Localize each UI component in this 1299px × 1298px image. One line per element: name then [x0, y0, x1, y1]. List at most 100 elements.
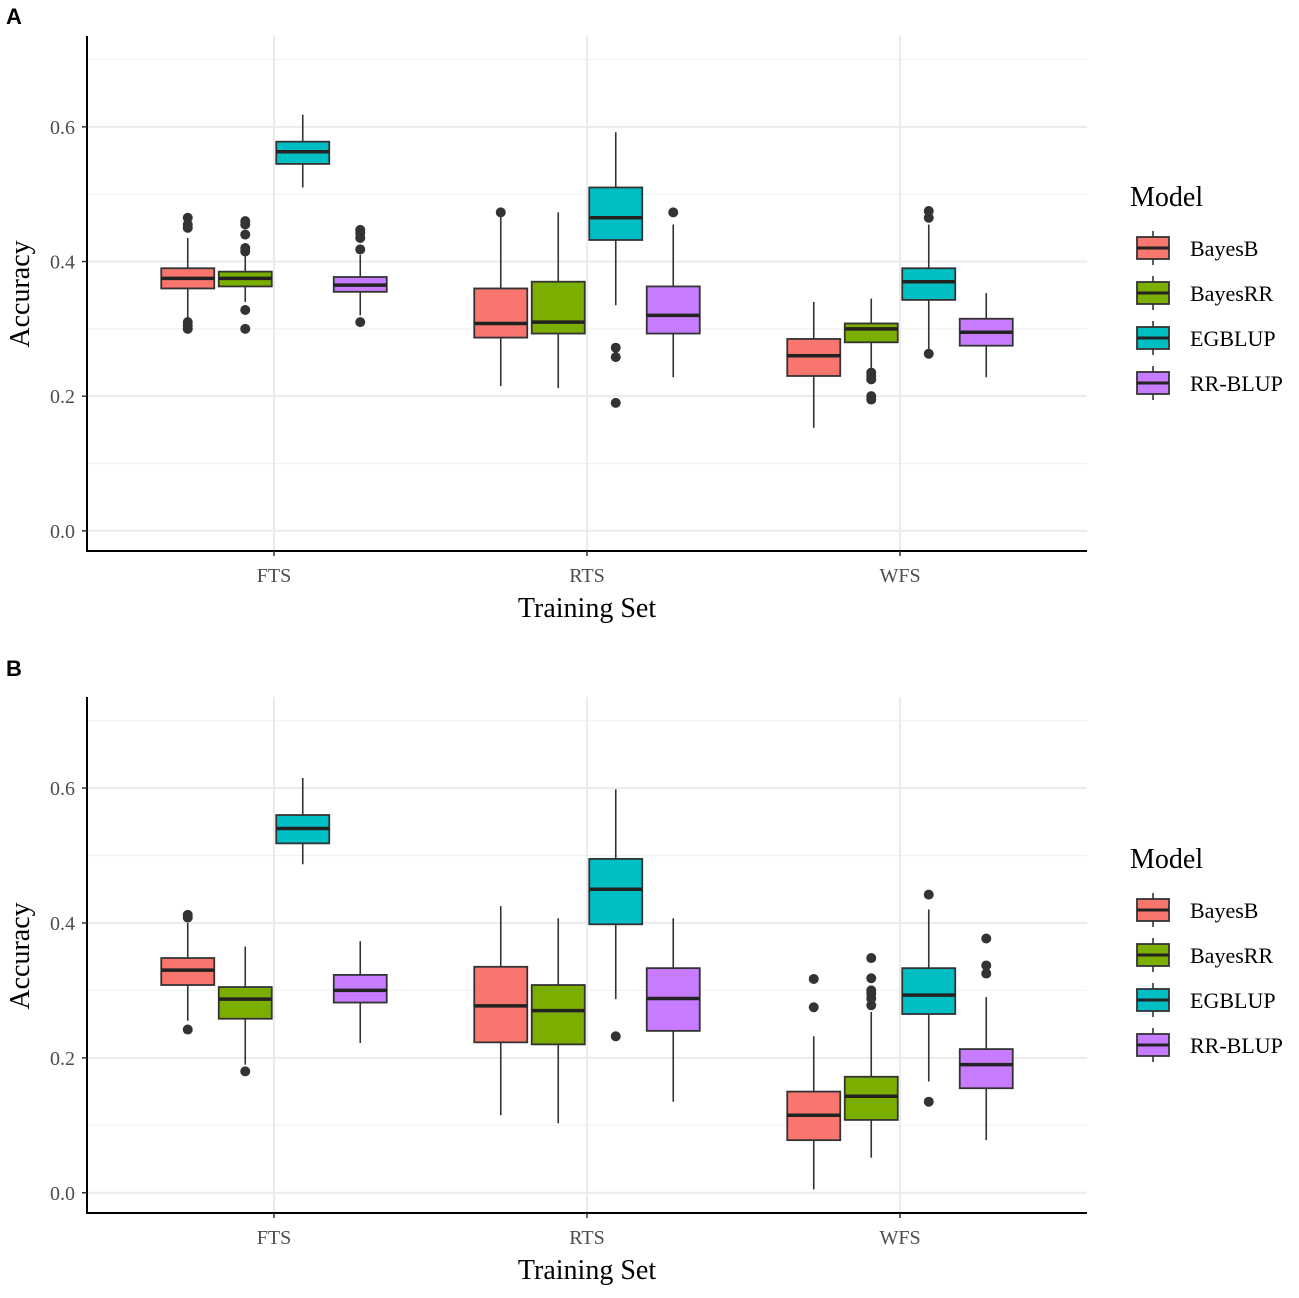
panel-b-grid: [87, 697, 1087, 1213]
outlier-point: [866, 367, 877, 378]
legend-label: BayesRR: [1190, 281, 1273, 306]
panel-b-y-tick-label: 0.2: [50, 1048, 75, 1070]
panel-b-ticks: 0.0 0.2 0.4 0.6 FTS RTS WFS: [50, 778, 921, 1249]
outlier-point: [923, 889, 934, 900]
panel-b-y-tick-label: 0.0: [50, 1183, 75, 1205]
box-iqr: [901, 967, 957, 1015]
panel-b-y-tick-label: 0.6: [50, 778, 75, 800]
panel-b-x-tick-label-rts: RTS: [569, 1227, 604, 1249]
outlier-point: [923, 1096, 934, 1107]
panel-b-legend-title: Model: [1130, 844, 1203, 875]
outlier-point: [182, 909, 193, 920]
outlier-point: [240, 323, 251, 334]
panel-a-ticks: 0.0 0.2 0.4 0.6 FTS RTS WFS: [50, 117, 921, 587]
box-iqr: [958, 1048, 1014, 1090]
panel-b-box-egblup-wfs: [901, 889, 957, 1107]
box-iqr: [588, 857, 644, 926]
outlier-point: [808, 1002, 819, 1013]
outlier-point: [808, 973, 819, 984]
panel-a-legend-item-egblup: EGBLUP: [1136, 321, 1276, 355]
legend-label: EGBLUP: [1190, 326, 1276, 351]
panel-a-x-tick-label-rts: RTS: [569, 565, 604, 587]
panel-a-box-rr-blup-rts: [645, 207, 701, 378]
outlier-point: [981, 968, 992, 979]
panel-a-box-egblup-rts: [588, 132, 644, 408]
panel-b-x-tick-label-wfs: WFS: [879, 1227, 920, 1249]
panel-a-y-axis-title: Accuracy: [5, 240, 36, 347]
panel-b-letter: B: [6, 656, 22, 681]
panel-a: A 0.0 0.2 0.4 0.6 FTS RTS WFS Training Set Acc…: [5, 4, 1283, 624]
outlier-point: [495, 207, 506, 218]
outlier-point: [866, 391, 877, 402]
box-iqr: [843, 322, 899, 344]
panel-b-legend-item-rr-blup: RR-BLUP: [1136, 1028, 1283, 1062]
panel-a-y-tick-label: 0.0: [50, 521, 75, 543]
panel-a-x-tick-label-fts: FTS: [257, 565, 291, 587]
outlier-point: [240, 304, 251, 315]
outlier-point: [866, 953, 877, 964]
panel-b-box-bayesb-fts: [160, 909, 216, 1035]
panel-b-box-bayesb-rts: [473, 906, 529, 1116]
outlier-point: [355, 224, 366, 235]
outlier-point: [240, 243, 251, 254]
panel-b-x-tick-label-fts: FTS: [257, 1227, 291, 1249]
box-iqr: [217, 986, 273, 1020]
panel-a-y-tick-label: 0.6: [50, 117, 75, 139]
panel-b-box-egblup-fts: [275, 777, 331, 865]
panel-a-box-egblup-wfs: [901, 206, 957, 359]
panel-b-box-bayesb-wfs: [786, 973, 842, 1190]
panel-a-box-egblup-fts: [275, 114, 331, 188]
panel-a-legend-item-rr-blup: RR-BLUP: [1136, 366, 1283, 400]
panel-a-legend: Model BayesB BayesRR EGBLUP RR-BLUP: [1130, 182, 1283, 400]
panel-b-boxes: [160, 777, 1014, 1190]
outlier-point: [182, 1024, 193, 1035]
box-iqr: [530, 984, 586, 1046]
panel-a-box-bayesb-fts: [160, 212, 216, 334]
outlier-point: [182, 212, 193, 223]
outlier-point: [240, 216, 251, 227]
panel-a-x-axis-title: Training Set: [518, 593, 656, 624]
legend-label: BayesRR: [1190, 943, 1273, 968]
outlier-point: [610, 342, 621, 353]
panel-b-x-axis-title: Training Set: [518, 1255, 656, 1286]
legend-label: EGBLUP: [1190, 988, 1276, 1013]
outlier-point: [668, 207, 679, 218]
panel-b-y-axis-title: Accuracy: [5, 902, 36, 1009]
outlier-point: [981, 933, 992, 944]
panel-b-box-bayesrr-wfs: [843, 953, 899, 1158]
panel-b-legend: Model BayesB BayesRR EGBLUP RR-BLUP: [1130, 844, 1283, 1062]
outlier-point: [182, 317, 193, 328]
panel-a-box-bayesb-wfs: [786, 301, 842, 428]
panel-a-legend-item-bayesb: BayesB: [1136, 231, 1258, 265]
outlier-point: [240, 1066, 251, 1077]
panel-b-box-egblup-rts: [588, 789, 644, 1042]
panel-b-box-rr-blup-rts: [645, 918, 701, 1102]
panel-a-box-rr-blup-fts: [332, 224, 388, 328]
legend-label: BayesB: [1190, 236, 1258, 261]
panel-a-box-bayesrr-fts: [217, 216, 273, 334]
panel-b-y-tick-label: 0.4: [50, 913, 75, 935]
outlier-point: [355, 317, 366, 328]
outlier-point: [923, 348, 934, 359]
outlier-point: [981, 960, 992, 971]
panel-a-letter: A: [6, 4, 22, 29]
outlier-point: [240, 229, 251, 240]
panel-b-legend-item-egblup: EGBLUP: [1136, 983, 1276, 1017]
outlier-point: [923, 206, 934, 217]
panel-b: B 0.0 0.2 0.4 0.6 FTS RTS WFS Training Set Acc…: [5, 656, 1283, 1286]
outlier-point: [610, 397, 621, 408]
panel-b-box-rr-blup-fts: [332, 941, 388, 1044]
outlier-point: [866, 973, 877, 984]
legend-label: RR-BLUP: [1190, 371, 1283, 396]
panel-a-grid: [87, 36, 1087, 551]
legend-label: BayesB: [1190, 898, 1258, 923]
legend-label: RR-BLUP: [1190, 1033, 1283, 1058]
panel-a-box-bayesb-rts: [473, 207, 529, 387]
box-iqr: [645, 285, 701, 335]
panel-b-legend-item-bayesrr: BayesRR: [1136, 938, 1273, 972]
panel-b-box-bayesrr-fts: [217, 946, 273, 1077]
panel-a-y-tick-label: 0.2: [50, 386, 75, 408]
box-iqr: [901, 267, 957, 301]
outlier-point: [355, 244, 366, 255]
